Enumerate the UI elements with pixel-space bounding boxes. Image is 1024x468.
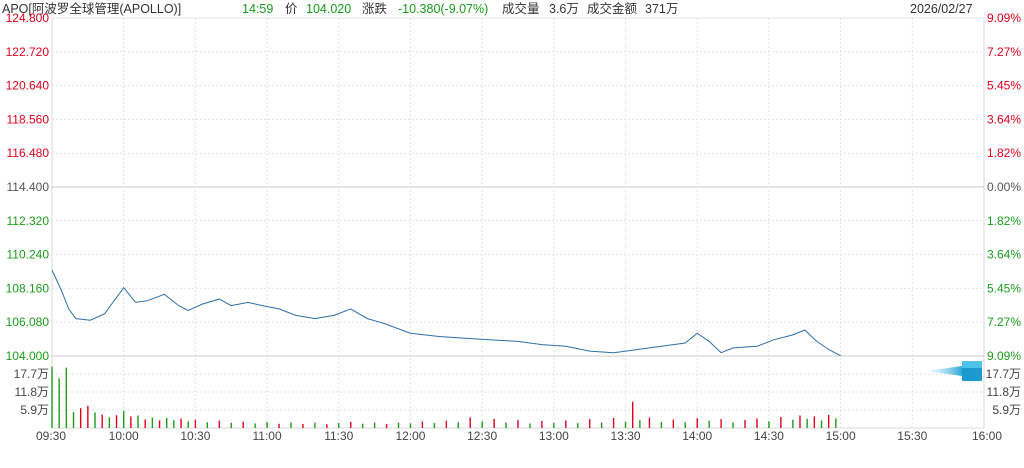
amount-label: 成交金额 (587, 2, 638, 16)
time-axis: 09:30 10:00 10:30 11:00 11:30 12:00 12:30 13:00… (36, 429, 1002, 443)
time-tick-label: 12:00 (395, 429, 425, 443)
time-tick-label: 14:30 (754, 429, 784, 443)
price-tick-label: 118.560 (7, 112, 50, 126)
percent-tick-label: 9.09% (987, 349, 1021, 363)
percent-tick-label: 7.27% (987, 45, 1021, 59)
volume-tick-label: 17.7万 (986, 367, 1021, 381)
time-tick-label: 10:00 (109, 429, 139, 443)
percent-tick-label: 9.09% (987, 11, 1021, 25)
percent-tick-label: 1.82% (987, 214, 1021, 228)
chart-grid (51, 17, 985, 429)
time-tick-label: 16:00 (972, 429, 1002, 443)
volume-tick-label: 17.7万 (14, 367, 49, 381)
percent-tick-label: 5.45% (987, 79, 1021, 93)
time-tick-label: 15:30 (897, 429, 927, 443)
volume-value: 3.6万 (549, 2, 579, 16)
time-tick-label: 12:30 (467, 429, 497, 443)
marker-tail-icon (926, 366, 962, 376)
price-axis: 124.800 122.720 120.640 118.560 116.480 114.4… (6, 11, 50, 363)
percent-tick-label: 5.45% (987, 281, 1021, 295)
volume-tick-label: 11.8万 (15, 385, 49, 399)
price-tick-label: 110.240 (7, 248, 50, 262)
price-tick-label: 104.000 (6, 349, 50, 363)
volume-tick-label: 5.9万 (20, 403, 49, 417)
volume-label: 成交量 (502, 2, 540, 16)
price-tick-label: 116.480 (7, 146, 50, 160)
percent-axis: 9.09% 7.27% 5.45% 3.64% 1.82% 0.00% 1.82% 3.64%… (987, 11, 1021, 363)
time-tick-label: 13:00 (539, 429, 569, 443)
quote-time: 14:59 (242, 2, 274, 16)
symbol-name: APO[阿波罗全球管理(APOLLO)] (2, 2, 182, 16)
volume-tick-label: 5.9万 (992, 403, 1021, 417)
current-price-marker (926, 361, 982, 381)
percent-tick-label: 1.82% (987, 146, 1021, 160)
time-tick-label: 11:00 (253, 429, 282, 443)
volume-tick-label: 11.8万 (987, 385, 1021, 399)
time-tick-label: 09:30 (36, 429, 66, 443)
last-price: 104.020 (306, 2, 352, 16)
price-label: 价 (285, 2, 298, 16)
price-tick-label: 112.320 (7, 214, 50, 228)
price-line (51, 269, 841, 357)
price-tick-label: 114.400 (7, 180, 50, 194)
percent-tick-label: 0.00% (987, 180, 1021, 194)
price-tick-label: 106.080 (6, 315, 50, 329)
price-tick-label: 122.720 (6, 45, 50, 59)
volume-axis-left: 17.7万 11.8万 5.9万 (14, 367, 49, 417)
price-tick-label: 124.800 (6, 11, 50, 25)
time-tick-label: 10:30 (180, 429, 210, 443)
amount-value: 371万 (645, 2, 679, 16)
time-tick-label: 11:30 (324, 429, 353, 443)
change-label: 涨跌 (362, 2, 388, 16)
volume-axis-right: 17.7万 11.8万 5.9万 (986, 367, 1021, 417)
percent-tick-label: 7.27% (987, 315, 1021, 329)
percent-tick-label: 3.64% (987, 112, 1021, 126)
marker-highlight-icon (962, 361, 982, 368)
price-change: -10.380(-9.07%) (398, 2, 489, 16)
percent-tick-label: 3.64% (987, 248, 1021, 262)
quote-header: APO[阿波罗全球管理(APOLLO)] 14:59 价 104.020 涨跌 … (0, 0, 1024, 18)
trade-date: 2026/02/27 (910, 2, 973, 16)
time-tick-label: 14:00 (682, 429, 712, 443)
volume-bars (51, 366, 837, 428)
time-tick-label: 13:30 (611, 429, 641, 443)
time-tick-label: 15:00 (826, 429, 856, 443)
price-tick-label: 108.160 (6, 281, 50, 295)
price-tick-label: 120.640 (6, 79, 50, 93)
